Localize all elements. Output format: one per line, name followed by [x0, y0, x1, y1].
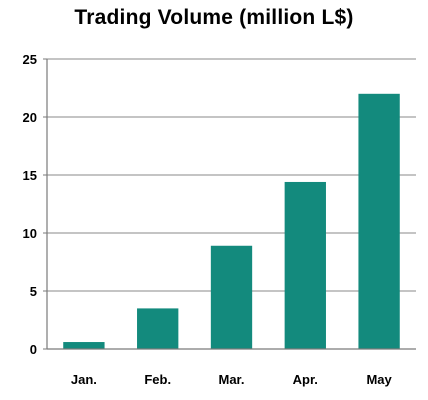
y-tick-label: 10 — [23, 226, 37, 241]
x-tick-label: Feb. — [144, 372, 171, 387]
bar — [210, 245, 253, 349]
bar — [137, 308, 179, 349]
axes — [43, 58, 416, 350]
y-tick-label: 25 — [23, 52, 37, 67]
bar — [358, 93, 400, 349]
y-tick-label: 5 — [30, 284, 37, 299]
bar — [63, 342, 105, 349]
y-axis-tick-labels: 0 5 10 15 20 25 — [23, 52, 37, 357]
chart-title: Trading Volume (million L$) — [74, 6, 354, 29]
x-tick-label: Apr. — [293, 372, 318, 387]
x-axis-tick-labels: Jan. Feb. Mar. Apr. May — [71, 372, 393, 387]
y-tick-label: 15 — [23, 168, 37, 183]
y-tick-label: 20 — [23, 110, 37, 125]
y-tick-label: 0 — [30, 342, 37, 357]
x-tick-label: Mar. — [218, 372, 244, 387]
bars — [63, 93, 400, 349]
bar — [284, 181, 326, 349]
x-tick-label: May — [366, 372, 392, 387]
x-tick-label: Jan. — [71, 372, 97, 387]
